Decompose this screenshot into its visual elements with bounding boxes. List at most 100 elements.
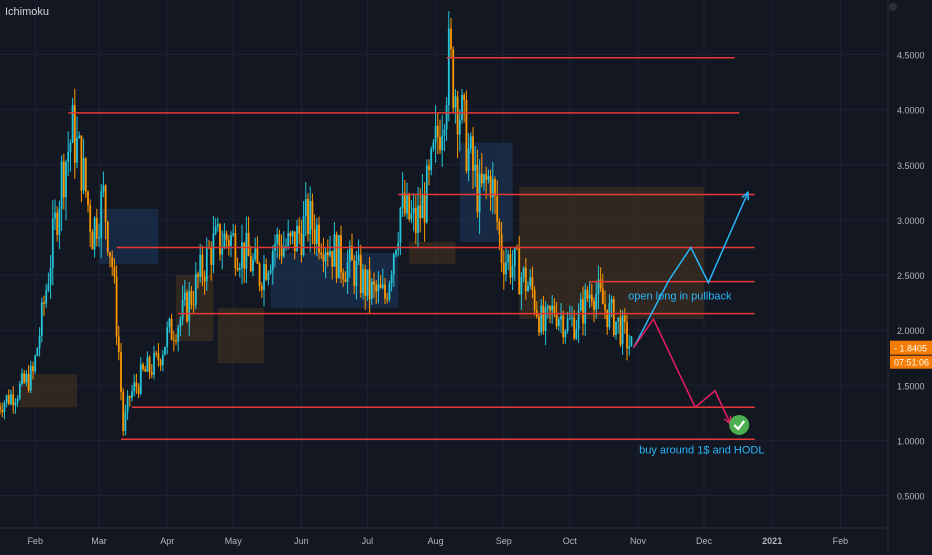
- candle-body: [234, 233, 237, 269]
- candle-body: [342, 272, 345, 280]
- candle-body: [82, 158, 85, 191]
- candle-body: [54, 212, 56, 219]
- candle-body: [445, 105, 448, 130]
- candle-body: [439, 137, 441, 151]
- candle-body: [384, 284, 386, 299]
- candle-body: [133, 382, 136, 392]
- candle-body: [441, 135, 444, 151]
- candle-body: [265, 264, 268, 280]
- candle-body: [175, 340, 177, 342]
- candle-body: [357, 255, 360, 262]
- candle-body: [533, 289, 536, 310]
- candle-body: [135, 382, 138, 387]
- candle-body: [436, 125, 439, 138]
- candle-body: [430, 148, 433, 171]
- candle-body: [177, 327, 180, 342]
- candle-body: [102, 185, 105, 192]
- candle-body: [615, 321, 617, 335]
- candle-body: [604, 304, 606, 310]
- candle-body: [599, 279, 602, 289]
- candle-body: [212, 233, 215, 265]
- candle-body: [300, 233, 303, 255]
- ichimoku-cloud: [409, 241, 456, 264]
- candle-body: [128, 396, 131, 398]
- candle-body: [254, 248, 257, 260]
- candle-body: [522, 267, 525, 278]
- candle-body: [507, 254, 510, 263]
- candle-body: [5, 395, 8, 403]
- candle-body: [586, 289, 589, 299]
- candle-body: [27, 373, 30, 391]
- countdown-label: 07:51:06: [894, 358, 929, 368]
- candle-body: [148, 357, 151, 372]
- x-tick-label: Feb: [833, 536, 849, 546]
- candle-body: [568, 318, 571, 320]
- checkmark-icon: [729, 414, 750, 435]
- candle-body: [518, 248, 521, 295]
- candle-body: [500, 234, 503, 263]
- candle-body: [564, 331, 567, 338]
- candle-body: [511, 266, 514, 278]
- candle-body: [364, 269, 367, 296]
- indicator-name[interactable]: Ichimoku: [5, 6, 50, 18]
- candle-body: [221, 248, 224, 255]
- candle-body: [377, 284, 380, 292]
- x-tick-label: Dec: [696, 536, 713, 546]
- candle-body: [597, 279, 600, 295]
- candle-body: [379, 284, 382, 288]
- candle-body: [3, 402, 6, 413]
- candle-body: [216, 224, 219, 227]
- candle-body: [311, 200, 314, 230]
- candle-body: [531, 277, 534, 290]
- candle-body: [348, 245, 351, 262]
- candle-body: [142, 364, 144, 370]
- x-tick-label: Nov: [630, 536, 647, 546]
- candle-body: [104, 185, 107, 222]
- candle-body: [480, 173, 483, 184]
- candle-body: [544, 308, 547, 331]
- candle-body: [238, 268, 241, 271]
- candle-body: [566, 318, 569, 332]
- candle-body: [258, 263, 261, 287]
- candle-body: [390, 274, 393, 284]
- candle-body: [571, 317, 573, 319]
- candle-body: [553, 305, 556, 314]
- candle-body: [463, 94, 466, 101]
- candle-body: [474, 164, 477, 171]
- settings-icon[interactable]: [889, 3, 897, 11]
- candle-body: [60, 161, 63, 209]
- x-tick-label: Oct: [563, 536, 578, 546]
- candle-body: [69, 142, 72, 153]
- candle-body: [199, 254, 202, 277]
- candle-body: [210, 247, 213, 265]
- candle-body: [542, 305, 545, 331]
- candle-body: [76, 137, 78, 163]
- projection-down: [632, 317, 732, 425]
- candle-body: [159, 360, 162, 366]
- candle-body: [155, 352, 158, 354]
- candle-body: [271, 250, 274, 270]
- candle-body: [124, 412, 127, 431]
- candle-body: [529, 277, 532, 286]
- candle-body: [513, 247, 516, 267]
- candle-body: [32, 365, 34, 372]
- candle-body: [478, 173, 481, 213]
- candle-body: [120, 352, 122, 392]
- candle-body: [489, 176, 492, 198]
- candle-body: [412, 207, 415, 214]
- candle-body: [1, 409, 4, 413]
- candle-body: [194, 273, 197, 305]
- candle-body: [302, 216, 305, 255]
- candle-body: [584, 289, 587, 324]
- current-price-badge: [890, 340, 932, 355]
- candle-body: [551, 305, 554, 311]
- x-tick-label: Mar: [91, 536, 107, 546]
- candle-body: [505, 262, 507, 275]
- candle-body: [131, 391, 133, 398]
- x-tick-label: 2021: [762, 536, 782, 546]
- candle-body: [122, 391, 125, 431]
- candle-body: [117, 336, 120, 353]
- candle-body: [188, 291, 191, 322]
